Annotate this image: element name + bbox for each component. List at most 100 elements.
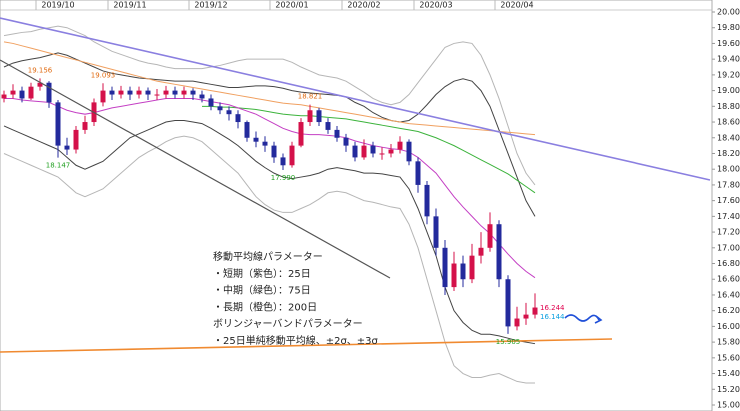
y-tick-label: 18.400 bbox=[717, 133, 740, 142]
overlay-line bbox=[3, 41, 536, 136]
plot-layer bbox=[1, 25, 538, 384]
candle-body bbox=[397, 141, 403, 150]
extreme-label: 18.147 bbox=[46, 162, 71, 170]
price-label: 16.144 bbox=[540, 313, 565, 321]
candle-body bbox=[181, 90, 187, 95]
x-tick-label: 2020/02 bbox=[347, 1, 380, 10]
candle-body bbox=[460, 263, 466, 280]
candle-body bbox=[118, 90, 124, 95]
note-text: ・長期（橙色）：200日 bbox=[213, 300, 317, 313]
y-tick-label: 16.000 bbox=[717, 322, 740, 331]
candle-body bbox=[442, 247, 448, 288]
extreme-label: 17.990 bbox=[271, 174, 296, 182]
candle-body bbox=[109, 90, 115, 95]
note-text: ボリンジャーバンドパラメーター bbox=[213, 318, 363, 330]
note-text: ・中期（緑色）：75日 bbox=[213, 284, 311, 297]
trend-line bbox=[0, 338, 613, 353]
note-text: ・25日単純移動平均線、±2σ、±3σ bbox=[213, 334, 379, 347]
candle-body bbox=[424, 184, 430, 217]
candle-body bbox=[100, 90, 106, 103]
candle-body bbox=[253, 137, 259, 142]
extreme-label: 19.093 bbox=[91, 71, 116, 79]
wave-arrow-head bbox=[594, 315, 603, 324]
candle-body bbox=[145, 90, 151, 95]
candle-body bbox=[64, 145, 70, 150]
plot-frame bbox=[0, 0, 713, 411]
candle-body bbox=[289, 145, 295, 166]
candle-body bbox=[199, 94, 205, 99]
candle-body bbox=[451, 263, 457, 288]
candle-body bbox=[298, 122, 304, 146]
extreme-label: 15.905 bbox=[496, 338, 521, 346]
candle-body bbox=[505, 279, 511, 327]
candle-body bbox=[46, 82, 52, 103]
candle-body bbox=[379, 153, 385, 155]
candle-body bbox=[478, 247, 484, 256]
candle-body bbox=[37, 82, 43, 87]
candle-body bbox=[163, 90, 169, 95]
y-tick-label: 17.000 bbox=[717, 243, 740, 252]
overlay-line bbox=[3, 119, 536, 345]
y-tick-label: 19.000 bbox=[717, 86, 740, 95]
candle-body bbox=[415, 161, 421, 185]
candle-body bbox=[406, 141, 412, 162]
candle-body bbox=[208, 98, 214, 107]
x-tick-label: 2019/11 bbox=[113, 1, 146, 10]
overlay-line bbox=[3, 52, 536, 217]
candle-body bbox=[244, 122, 250, 138]
candle-body bbox=[388, 149, 394, 154]
candle-body bbox=[262, 141, 268, 146]
candle-body bbox=[496, 224, 502, 280]
y-tick-label: 19.800 bbox=[717, 23, 740, 32]
candle-body bbox=[226, 110, 232, 115]
x-tick-label: 2020/01 bbox=[275, 1, 308, 10]
candle-body bbox=[28, 86, 34, 99]
y-tick-label: 17.200 bbox=[717, 228, 740, 237]
y-tick-label: 16.400 bbox=[717, 290, 740, 299]
y-tick-label: 19.200 bbox=[717, 70, 740, 79]
candle-body bbox=[307, 110, 313, 123]
candle-body bbox=[514, 318, 520, 327]
candle-body bbox=[352, 145, 358, 158]
candle-body bbox=[487, 224, 493, 248]
candle-body bbox=[190, 90, 196, 95]
candle-body bbox=[433, 216, 439, 248]
y-tick-label: 19.400 bbox=[717, 55, 740, 64]
trend-line bbox=[0, 59, 391, 279]
candle-body bbox=[154, 94, 160, 96]
candle-body bbox=[136, 90, 142, 95]
trend-line bbox=[0, 17, 711, 181]
candle-body bbox=[343, 137, 349, 146]
candle-body bbox=[361, 145, 367, 158]
x-tick-label: 2020/04 bbox=[500, 1, 533, 10]
candle-body bbox=[325, 122, 331, 130]
x-tick-label: 2020/03 bbox=[419, 1, 452, 10]
y-tick-label: 15.000 bbox=[717, 401, 740, 410]
candle-body bbox=[73, 129, 79, 150]
overlay-line bbox=[3, 25, 536, 186]
candle-body bbox=[82, 122, 88, 130]
candle-body bbox=[316, 110, 322, 123]
y-tick-label: 15.200 bbox=[717, 385, 740, 394]
overlay-line bbox=[3, 135, 535, 384]
y-tick-label: 17.800 bbox=[717, 180, 740, 189]
y-tick-label: 15.400 bbox=[717, 369, 740, 378]
wave-arrow bbox=[564, 314, 600, 322]
y-tick-label: 17.400 bbox=[717, 212, 740, 221]
candle-body bbox=[19, 90, 25, 99]
y-tick-label: 20.000 bbox=[717, 8, 740, 17]
candle-body bbox=[172, 90, 178, 95]
candle-body bbox=[523, 314, 529, 319]
candle-body bbox=[127, 90, 133, 95]
extreme-label: 18.821 bbox=[298, 93, 323, 101]
x-tick-label: 2019/12 bbox=[194, 1, 227, 10]
candle-body bbox=[469, 255, 475, 280]
extreme-label: 19.156 bbox=[28, 66, 53, 74]
x-tick-label: 2019/10 bbox=[41, 1, 74, 10]
y-tick-label: 19.600 bbox=[717, 39, 740, 48]
y-tick-label: 15.600 bbox=[717, 353, 740, 362]
note-text: ・短期（紫色）：25日 bbox=[213, 267, 311, 280]
candle-body bbox=[217, 106, 223, 111]
y-tick-label: 17.600 bbox=[717, 196, 740, 205]
